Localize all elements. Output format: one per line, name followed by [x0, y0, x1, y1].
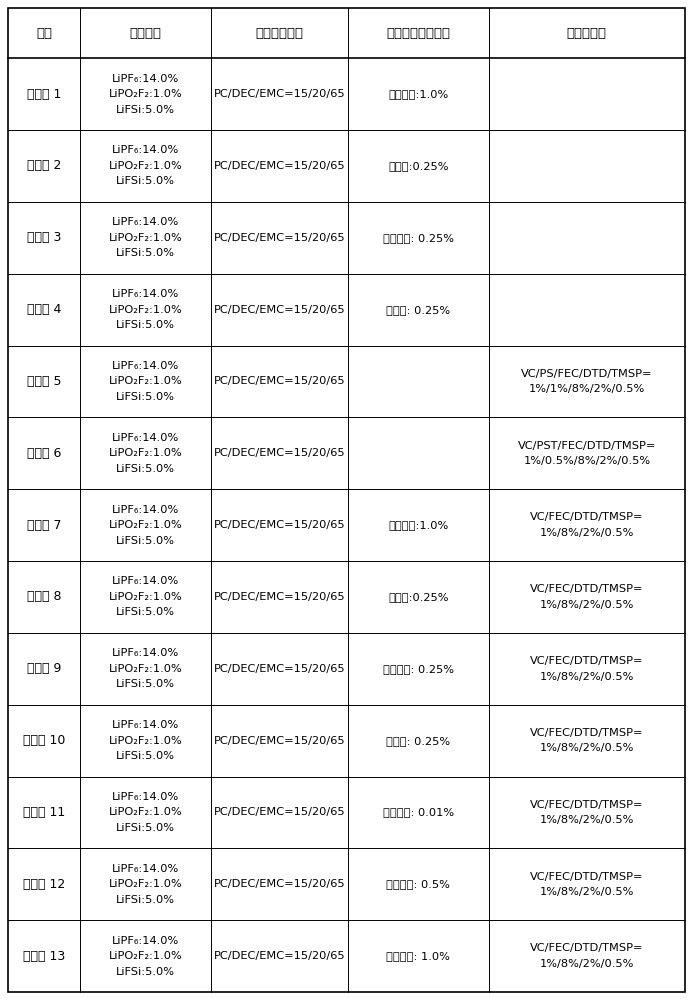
- Text: LiPF₆:14.0%: LiPF₆:14.0%: [112, 361, 179, 371]
- Text: LiPO₂F₂:1.0%: LiPO₂F₂:1.0%: [109, 233, 183, 243]
- Text: LiPO₂F₂:1.0%: LiPO₂F₂:1.0%: [109, 89, 183, 99]
- Text: LiPF₆:14.0%: LiPF₆:14.0%: [112, 648, 179, 658]
- Text: 其他添加剂: 其他添加剂: [567, 27, 607, 40]
- Text: LiPO₂F₂:1.0%: LiPO₂F₂:1.0%: [109, 592, 183, 602]
- Text: 硫酸锂:0.25%: 硫酸锂:0.25%: [388, 592, 448, 602]
- Text: 实施例 6: 实施例 6: [27, 447, 62, 460]
- Text: LiPO₂F₂:1.0%: LiPO₂F₂:1.0%: [109, 736, 183, 746]
- Text: LiPF₆:14.0%: LiPF₆:14.0%: [112, 217, 179, 227]
- Text: LiFSi:5.0%: LiFSi:5.0%: [116, 320, 175, 330]
- Text: 实施例 4: 实施例 4: [27, 303, 62, 316]
- Text: LiPO₂F₂:1.0%: LiPO₂F₂:1.0%: [109, 664, 183, 674]
- Text: LiPO₂F₂:1.0%: LiPO₂F₂:1.0%: [109, 448, 183, 458]
- Text: 实施例 11: 实施例 11: [23, 806, 65, 819]
- Text: PC/DEC/EMC=15/20/65: PC/DEC/EMC=15/20/65: [213, 736, 345, 746]
- Text: PC/DEC/EMC=15/20/65: PC/DEC/EMC=15/20/65: [213, 233, 345, 243]
- Text: 硫酸锂:0.25%: 硫酸锂:0.25%: [388, 161, 448, 171]
- Text: 例别: 例别: [36, 27, 52, 40]
- Text: 1%/8%/2%/0.5%: 1%/8%/2%/0.5%: [540, 672, 634, 682]
- Text: PC/DEC/EMC=15/20/65: PC/DEC/EMC=15/20/65: [213, 664, 345, 674]
- Text: LiPF₆:14.0%: LiPF₆:14.0%: [112, 792, 179, 802]
- Text: 实施例 2: 实施例 2: [27, 159, 62, 172]
- Text: 1%/8%/2%/0.5%: 1%/8%/2%/0.5%: [540, 887, 634, 897]
- Text: LiPF₆:14.0%: LiPF₆:14.0%: [112, 505, 179, 515]
- Text: LiPO₂F₂:1.0%: LiPO₂F₂:1.0%: [109, 807, 183, 817]
- Text: 实施例 10: 实施例 10: [23, 734, 65, 747]
- Text: LiFSi:5.0%: LiFSi:5.0%: [116, 967, 175, 977]
- Text: LiFSi:5.0%: LiFSi:5.0%: [116, 392, 175, 402]
- Text: LiFSi:5.0%: LiFSi:5.0%: [116, 464, 175, 474]
- Text: 实施例 7: 实施例 7: [27, 519, 62, 532]
- Text: PC/DEC/EMC=15/20/65: PC/DEC/EMC=15/20/65: [213, 448, 345, 458]
- Text: 硫化锂: 0.25%: 硫化锂: 0.25%: [386, 736, 450, 746]
- Text: 实施例 3: 实施例 3: [27, 231, 62, 244]
- Text: 亚硫酸锂: 0.25%: 亚硫酸锂: 0.25%: [383, 664, 454, 674]
- Text: LiPO₂F₂:1.0%: LiPO₂F₂:1.0%: [109, 376, 183, 386]
- Text: 非水有机溶剂: 非水有机溶剂: [256, 27, 304, 40]
- Text: 亚硫酸锂: 0.25%: 亚硫酸锂: 0.25%: [383, 233, 454, 243]
- Text: PC/DEC/EMC=15/20/65: PC/DEC/EMC=15/20/65: [213, 592, 345, 602]
- Text: 1%/1%/8%/2%/0.5%: 1%/1%/8%/2%/0.5%: [529, 384, 645, 394]
- Text: 1%/8%/2%/0.5%: 1%/8%/2%/0.5%: [540, 815, 634, 825]
- Text: PC/DEC/EMC=15/20/65: PC/DEC/EMC=15/20/65: [213, 879, 345, 889]
- Text: LiPF₆:14.0%: LiPF₆:14.0%: [112, 74, 179, 84]
- Text: 1%/8%/2%/0.5%: 1%/8%/2%/0.5%: [540, 959, 634, 969]
- Text: 实施例 8: 实施例 8: [27, 590, 62, 603]
- Text: VC/FEC/DTD/TMSP=: VC/FEC/DTD/TMSP=: [530, 656, 644, 666]
- Text: LiPF₆:14.0%: LiPF₆:14.0%: [112, 720, 179, 730]
- Text: 1%/8%/2%/0.5%: 1%/8%/2%/0.5%: [540, 528, 634, 538]
- Text: 亚硫酸锂: 0.01%: 亚硫酸锂: 0.01%: [383, 807, 454, 817]
- Text: VC/FEC/DTD/TMSP=: VC/FEC/DTD/TMSP=: [530, 512, 644, 522]
- Text: VC/PS/FEC/DTD/TMSP=: VC/PS/FEC/DTD/TMSP=: [521, 369, 653, 379]
- Text: 1%/8%/2%/0.5%: 1%/8%/2%/0.5%: [540, 743, 634, 753]
- Text: 1%/0.5%/8%/2%/0.5%: 1%/0.5%/8%/2%/0.5%: [523, 456, 651, 466]
- Text: 实施例 9: 实施例 9: [27, 662, 62, 675]
- Text: PC/DEC/EMC=15/20/65: PC/DEC/EMC=15/20/65: [213, 376, 345, 386]
- Text: LiPO₂F₂:1.0%: LiPO₂F₂:1.0%: [109, 879, 183, 889]
- Text: LiPF₆:14.0%: LiPF₆:14.0%: [112, 864, 179, 874]
- Text: 1%/8%/2%/0.5%: 1%/8%/2%/0.5%: [540, 600, 634, 610]
- Text: 实施例 13: 实施例 13: [23, 950, 65, 963]
- Text: 亚硫酸锂: 0.5%: 亚硫酸锂: 0.5%: [386, 879, 450, 889]
- Text: PC/DEC/EMC=15/20/65: PC/DEC/EMC=15/20/65: [213, 161, 345, 171]
- Text: LiFSi:5.0%: LiFSi:5.0%: [116, 607, 175, 617]
- Text: VC/FEC/DTD/TMSP=: VC/FEC/DTD/TMSP=: [530, 872, 644, 882]
- Text: 实施例 1: 实施例 1: [27, 88, 62, 101]
- Text: 实施例 12: 实施例 12: [23, 878, 65, 891]
- Text: PC/DEC/EMC=15/20/65: PC/DEC/EMC=15/20/65: [213, 89, 345, 99]
- Text: LiPF₆:14.0%: LiPF₆:14.0%: [112, 936, 179, 946]
- Text: LiFSi:5.0%: LiFSi:5.0%: [116, 751, 175, 761]
- Text: LiFSi:5.0%: LiFSi:5.0%: [116, 176, 175, 186]
- Text: LiFSi:5.0%: LiFSi:5.0%: [116, 105, 175, 115]
- Text: LiFSi:5.0%: LiFSi:5.0%: [116, 679, 175, 689]
- Text: LiFSi:5.0%: LiFSi:5.0%: [116, 823, 175, 833]
- Text: LiPF₆:14.0%: LiPF₆:14.0%: [112, 289, 179, 299]
- Text: LiPO₂F₂:1.0%: LiPO₂F₂:1.0%: [109, 305, 183, 315]
- Text: 导电锂盐: 导电锂盐: [130, 27, 161, 40]
- Text: 二氧化硫:1.0%: 二氧化硫:1.0%: [388, 89, 448, 99]
- Text: VC/FEC/DTD/TMSP=: VC/FEC/DTD/TMSP=: [530, 800, 644, 810]
- Text: PC/DEC/EMC=15/20/65: PC/DEC/EMC=15/20/65: [213, 305, 345, 315]
- Text: LiPF₆:14.0%: LiPF₆:14.0%: [112, 576, 179, 586]
- Text: 硫化锂: 0.25%: 硫化锂: 0.25%: [386, 305, 450, 315]
- Text: VC/FEC/DTD/TMSP=: VC/FEC/DTD/TMSP=: [530, 728, 644, 738]
- Text: LiPO₂F₂:1.0%: LiPO₂F₂:1.0%: [109, 520, 183, 530]
- Text: LiFSi:5.0%: LiFSi:5.0%: [116, 895, 175, 905]
- Text: VC/PST/FEC/DTD/TMSP=: VC/PST/FEC/DTD/TMSP=: [518, 441, 656, 451]
- Text: 二氧化硫:1.0%: 二氧化硫:1.0%: [388, 520, 448, 530]
- Text: LiPO₂F₂:1.0%: LiPO₂F₂:1.0%: [109, 951, 183, 961]
- Text: LiFSi:5.0%: LiFSi:5.0%: [116, 248, 175, 258]
- Text: VC/FEC/DTD/TMSP=: VC/FEC/DTD/TMSP=: [530, 943, 644, 953]
- Text: PC/DEC/EMC=15/20/65: PC/DEC/EMC=15/20/65: [213, 807, 345, 817]
- Text: 实施例 5: 实施例 5: [27, 375, 62, 388]
- Text: 无机硫化物添加剂: 无机硫化物添加剂: [386, 27, 450, 40]
- Text: LiPF₆:14.0%: LiPF₆:14.0%: [112, 145, 179, 155]
- Text: LiPF₆:14.0%: LiPF₆:14.0%: [112, 433, 179, 443]
- Text: PC/DEC/EMC=15/20/65: PC/DEC/EMC=15/20/65: [213, 520, 345, 530]
- Text: LiPO₂F₂:1.0%: LiPO₂F₂:1.0%: [109, 161, 183, 171]
- Text: PC/DEC/EMC=15/20/65: PC/DEC/EMC=15/20/65: [213, 951, 345, 961]
- Text: 亚硫酸锂: 1.0%: 亚硫酸锂: 1.0%: [386, 951, 450, 961]
- Text: VC/FEC/DTD/TMSP=: VC/FEC/DTD/TMSP=: [530, 584, 644, 594]
- Text: LiFSi:5.0%: LiFSi:5.0%: [116, 536, 175, 546]
